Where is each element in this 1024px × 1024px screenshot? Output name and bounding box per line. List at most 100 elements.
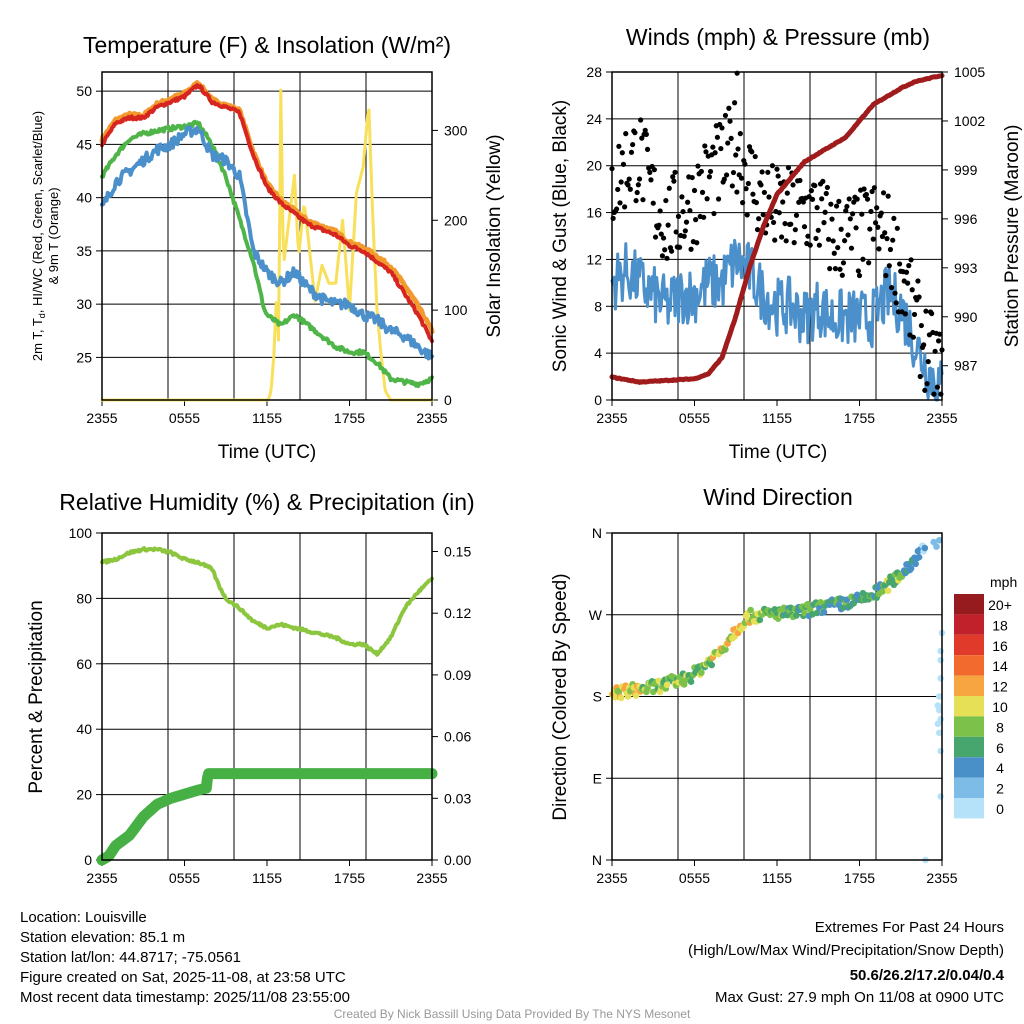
y-tick-label: 25 <box>76 349 92 365</box>
gust-point <box>693 217 699 223</box>
colorbar-title: mph <box>990 574 1017 590</box>
gust-point <box>784 190 790 196</box>
gust-point <box>934 384 941 390</box>
colorbar-label: 8 <box>996 719 1004 735</box>
gust-point <box>935 338 942 344</box>
gust-point <box>672 169 678 175</box>
gust-point <box>619 150 625 156</box>
gust-point <box>772 237 778 243</box>
colorbar-swatch <box>954 675 984 696</box>
gust-point <box>702 143 708 149</box>
x-tick-label: 1755 <box>334 870 365 886</box>
gust-point <box>623 131 629 137</box>
gust-point <box>870 236 876 242</box>
gust-point <box>744 212 750 218</box>
wind-direction-point <box>933 543 940 550</box>
gust-point <box>633 198 639 204</box>
gust-point <box>743 186 749 192</box>
wind-direction-point <box>687 678 695 686</box>
gust-point <box>848 245 855 251</box>
gust-point <box>887 246 894 253</box>
y-tick-label: 4 <box>594 345 602 361</box>
gust-point <box>722 112 729 119</box>
wind-direction-point <box>624 693 632 700</box>
gust-point <box>805 233 811 239</box>
gust-point <box>639 135 645 141</box>
gust-point <box>859 211 865 217</box>
gust-point <box>704 196 710 202</box>
gust-point <box>726 105 732 111</box>
plot-frame <box>611 71 943 401</box>
x-tick-label: 2355 <box>86 870 117 886</box>
gust-point <box>627 186 633 192</box>
y-tick-label: 100 <box>69 525 93 541</box>
y-tick-label: 60 <box>76 656 92 672</box>
gust-point <box>616 143 622 149</box>
gust-point <box>783 238 789 244</box>
x-tick-label: 2355 <box>596 870 627 886</box>
gust-point <box>703 149 709 155</box>
gust-point <box>712 150 718 156</box>
gust-point <box>843 208 849 214</box>
gust-point <box>891 215 897 222</box>
gust-point <box>711 210 717 217</box>
x-tick-label: 2355 <box>926 870 957 886</box>
wind-direction-point <box>937 793 944 800</box>
gust-point <box>666 185 672 191</box>
y-tick-label: 30 <box>76 296 92 312</box>
gust-point <box>689 174 695 181</box>
y2-tick-label: 200 <box>444 212 468 228</box>
gust-point <box>732 100 738 106</box>
gust-point <box>706 174 712 180</box>
colorbar-label: 6 <box>996 740 1004 756</box>
x-tick-label: 0555 <box>679 870 710 886</box>
gust-point <box>931 391 937 397</box>
temp-2m-line <box>100 83 434 344</box>
gust-point <box>628 149 635 155</box>
gust-point <box>892 290 898 296</box>
x-tick-label: 0555 <box>679 410 710 426</box>
gust-point <box>836 198 842 204</box>
y-tick-label: 0 <box>84 852 92 868</box>
gust-point <box>837 266 843 272</box>
gust-point <box>663 197 669 204</box>
y-tick-label: N <box>592 852 602 868</box>
gust-point <box>824 184 831 191</box>
gust-point <box>830 238 836 244</box>
gust-point <box>780 199 786 205</box>
gust-point <box>785 165 792 171</box>
gust-point <box>890 237 896 243</box>
gust-point <box>874 205 880 211</box>
y2-tick-label: 0.06 <box>444 729 471 745</box>
gust-point <box>814 205 820 211</box>
wind-direction-point <box>937 747 944 755</box>
gust-point <box>759 169 765 175</box>
x-tick-label: 0555 <box>169 410 200 426</box>
gust-point <box>670 174 676 180</box>
colorbar-swatch <box>954 798 984 819</box>
gust-point <box>856 272 863 279</box>
colorbar-label: 20+ <box>988 597 1012 613</box>
gust-point <box>681 233 687 239</box>
y2-tick-label: 0.15 <box>444 544 471 560</box>
gust-point <box>756 216 762 222</box>
gust-point <box>821 220 827 226</box>
gust-point <box>807 242 813 248</box>
gust-point <box>752 153 758 160</box>
y2-tick-label: 0.09 <box>444 667 471 683</box>
gust-point <box>652 234 659 240</box>
colorbar-swatch <box>954 634 984 656</box>
relative-humidity-line <box>100 546 434 657</box>
gust-point <box>863 191 869 198</box>
x-tick-label: 0555 <box>169 870 200 886</box>
y2-tick-label: 300 <box>444 122 468 138</box>
wind-direction-point <box>921 544 929 552</box>
gust-point <box>719 125 725 131</box>
gust-point <box>876 246 882 252</box>
gust-point <box>884 236 890 242</box>
gust-point <box>677 244 683 250</box>
gust-point <box>648 177 654 183</box>
y-tick-label: 35 <box>76 243 92 259</box>
y-tick-label: 40 <box>76 190 92 206</box>
y2-tick-label: 987 <box>954 358 978 374</box>
